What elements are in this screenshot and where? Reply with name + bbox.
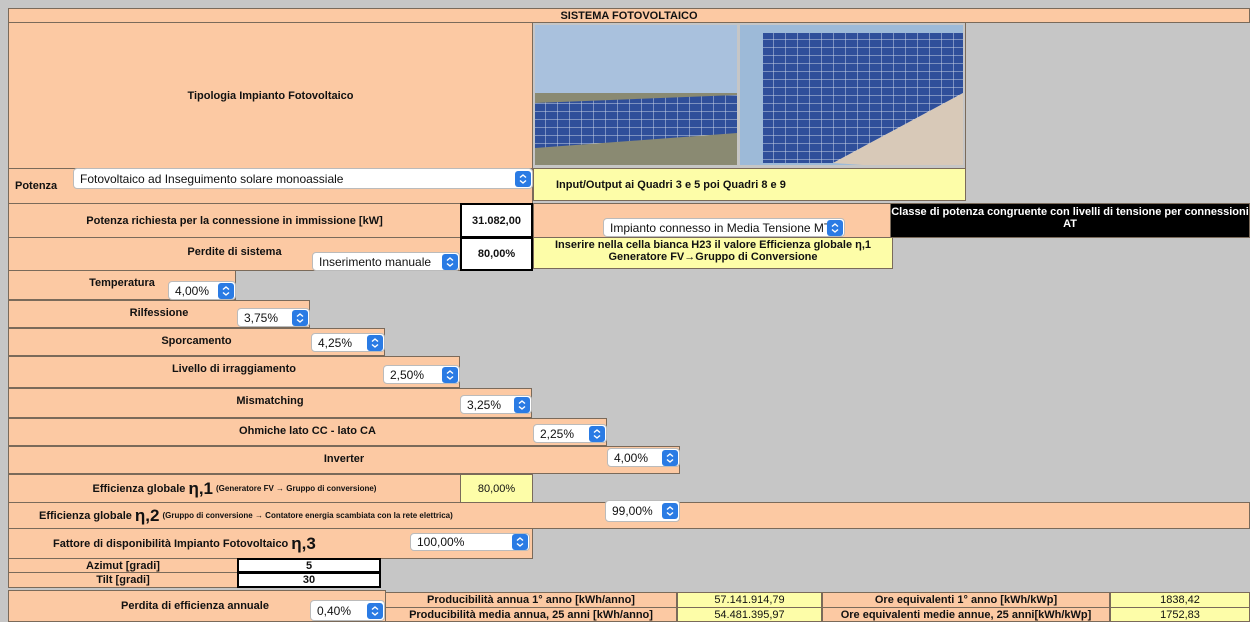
dropdown[interactable]: 100,00% <box>410 533 530 551</box>
title: SISTEMA FOTOVOLTAICO <box>8 8 1250 23</box>
dropdown[interactable]: 4,25% <box>311 333 385 352</box>
dropdown[interactable]: Fotovoltaico ad Inseguimento solare mono… <box>73 168 533 189</box>
label: Ore equivalenti 1° anno [kWh/kWp] <box>822 592 1110 608</box>
dropdown[interactable]: 4,00% <box>168 281 236 300</box>
label: Producibilità annua 1° anno [kWh/anno] <box>385 592 677 608</box>
dropdown[interactable]: 99,00% <box>605 500 680 522</box>
label: Ore equivalenti medie annue, 25 anni[kWh… <box>822 607 1110 622</box>
photo-cell <box>532 22 966 169</box>
note: Input/Output ai Quadri 3 e 5 poi Quadri … <box>533 168 966 201</box>
dropdown[interactable]: 2,50% <box>383 365 460 384</box>
dropdown[interactable]: 2,25% <box>533 424 607 443</box>
dropdown[interactable]: 0,40% <box>310 600 385 621</box>
label: Ohmiche lato CC - lato CA <box>8 418 607 446</box>
label: Tipologia Impianto Fotovoltaico <box>8 22 533 169</box>
label: Mismatching <box>8 388 532 418</box>
label: Azimut [gradi] <box>8 558 238 573</box>
label: Producibilità media annua, 25 anni [kWh/… <box>385 607 677 622</box>
label: Tilt [gradi] <box>8 572 238 588</box>
value: 1838,42 <box>1110 592 1250 608</box>
label: Potenza richiesta per la connessione in … <box>8 203 461 238</box>
warning: Classe di potenza congruente con livelli… <box>890 203 1250 238</box>
label: Inverter <box>8 446 680 474</box>
value: 5 <box>237 558 381 573</box>
photos <box>535 25 963 165</box>
dropdown[interactable]: 3,75% <box>237 308 310 327</box>
note: Inserire nella cella bianca H23 il valor… <box>533 237 893 269</box>
dropdown[interactable]: Inserimento manuale <box>312 252 460 271</box>
value: 57.141.914,79 <box>677 592 822 608</box>
value: 31.082,00 <box>460 203 533 238</box>
dropdown[interactable]: 3,25% <box>460 395 532 414</box>
dropdown[interactable]: Impianto connesso in Media Tensione MT <box>603 218 845 237</box>
value: 30 <box>237 572 381 588</box>
value: 80,00% <box>460 474 533 503</box>
value: 54.481.395,97 <box>677 607 822 622</box>
value: 1752,83 <box>1110 607 1250 622</box>
label: Efficienza globale η,1 (Generatore FV → Gr… <box>8 474 461 503</box>
value: 80,00% <box>460 237 533 271</box>
dropdown[interactable]: 4,00% <box>607 448 680 467</box>
